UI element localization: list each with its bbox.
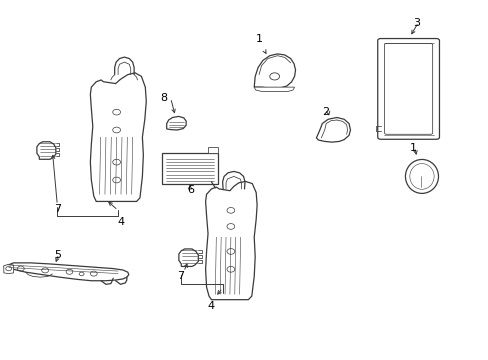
Polygon shape [254,87,294,91]
Polygon shape [4,263,128,281]
Text: 4: 4 [117,217,124,227]
Text: 7: 7 [176,271,183,282]
Text: 7: 7 [54,203,61,213]
Text: 4: 4 [207,301,215,311]
Text: 1: 1 [409,143,416,153]
Text: 1: 1 [255,34,262,44]
Text: 6: 6 [187,185,194,195]
Text: 8: 8 [161,93,167,103]
Polygon shape [4,264,14,274]
Polygon shape [179,249,198,266]
Polygon shape [207,147,217,153]
Polygon shape [254,54,295,88]
Polygon shape [162,153,217,184]
Polygon shape [316,117,350,142]
Text: 5: 5 [54,250,61,260]
Polygon shape [205,181,257,300]
Polygon shape [90,73,146,202]
Ellipse shape [405,159,438,193]
FancyBboxPatch shape [377,39,439,139]
Polygon shape [166,116,186,130]
Text: 2: 2 [322,107,329,117]
Polygon shape [37,142,56,159]
Text: 3: 3 [413,18,420,28]
